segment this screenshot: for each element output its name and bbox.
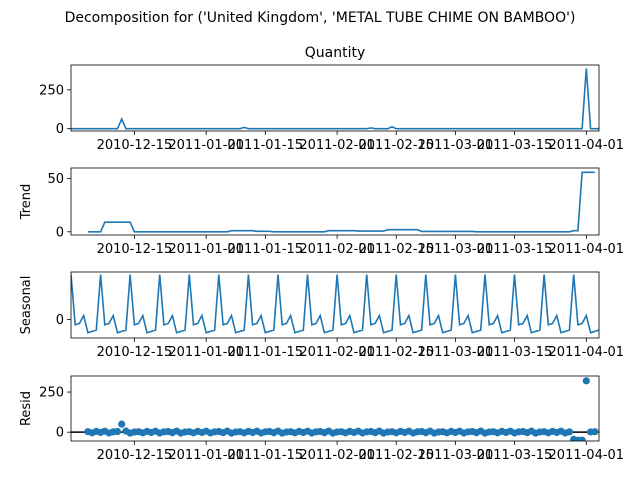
y-tick-label: 0 [56,313,64,328]
x-tick-label: 2010-12-15 [97,345,173,360]
resid-point [578,436,586,441]
axes-frame [70,271,600,339]
figure-suptitle: Decomposition for ('United Kingdom', 'ME… [65,10,576,26]
resid-point [582,377,590,385]
y-tick-label: 0 [56,225,64,240]
resid-point [591,428,599,436]
x-tick-label: 2011-02-01 [299,242,375,257]
x-tick-label: 2011-01-15 [228,242,304,257]
resid-point [113,427,122,436]
x-tick-label: 2011-04-01 [549,138,625,153]
x-tick-label: 2011-03-15 [477,448,553,463]
x-tick-label: 2011-02-15 [358,448,434,463]
x-tick-label: 2011-01-01 [168,138,244,153]
x-tick-label: 2011-03-01 [418,448,494,463]
axes-frame [70,64,600,132]
x-tick-label: 2011-04-01 [549,242,625,257]
x-tick-label: 2011-03-01 [418,138,494,153]
panels: 02502010-12-152011-01-012011-01-152011-0… [19,45,624,463]
x-tick-label: 2011-02-15 [358,138,434,153]
x-tick-label: 2011-02-15 [358,345,434,360]
panel-ylabel: Resid [19,391,34,426]
x-tick-label: 2010-12-15 [97,242,173,257]
y-tick-label: 50 [47,172,64,187]
x-tick-label: 2011-01-15 [228,138,304,153]
x-tick-label: 2011-01-01 [168,242,244,257]
resid-point [118,420,126,428]
y-tick-label: 0 [56,426,64,441]
x-tick-label: 2011-03-15 [477,242,553,257]
y-tick-label: 250 [39,386,64,401]
panel-ylabel: Seasonal [19,276,34,335]
axes-frame [70,167,600,236]
y-tick-label: 250 [39,83,64,98]
panel-ylabel: Trend [19,184,34,221]
x-tick-label: 2011-02-15 [358,242,434,257]
x-tick-label: 2010-12-15 [97,138,173,153]
axes-frame [70,375,600,442]
resid-point [565,428,574,436]
panel-4: 02502010-12-152011-01-012011-01-152011-0… [19,375,625,463]
x-tick-label: 2011-01-15 [228,448,304,463]
x-tick-label: 2011-03-15 [477,138,553,153]
x-tick-label: 2011-03-01 [418,242,494,257]
panel-2: 0502010-12-152011-01-012011-01-152011-02… [19,167,625,257]
x-tick-label: 2011-03-15 [477,345,553,360]
panel-3: 0 2010-12-152011-01-012011-01-152011-02-0… [19,271,625,360]
x-tick-label: 2011-02-01 [299,448,375,463]
x-tick-label: 2011-01-01 [168,448,244,463]
x-tick-label: 2011-01-01 [168,345,244,360]
series-line [71,68,599,130]
x-tick-label: 2010-12-15 [97,448,173,463]
x-tick-label: 2011-02-01 [299,345,375,360]
series-line [87,171,595,233]
series-line [71,274,599,334]
x-tick-label: 2011-03-01 [418,345,494,360]
panel-title: Quantity [305,45,366,61]
x-tick-label: 2011-04-01 [549,448,625,463]
x-tick-label: 2011-01-15 [228,345,304,360]
x-tick-label: 2011-02-01 [299,138,375,153]
panel-1: 02502010-12-152011-01-012011-01-152011-0… [39,45,624,153]
x-tick-label: 2011-04-01 [549,345,625,360]
y-tick-label: 0 [56,122,64,137]
